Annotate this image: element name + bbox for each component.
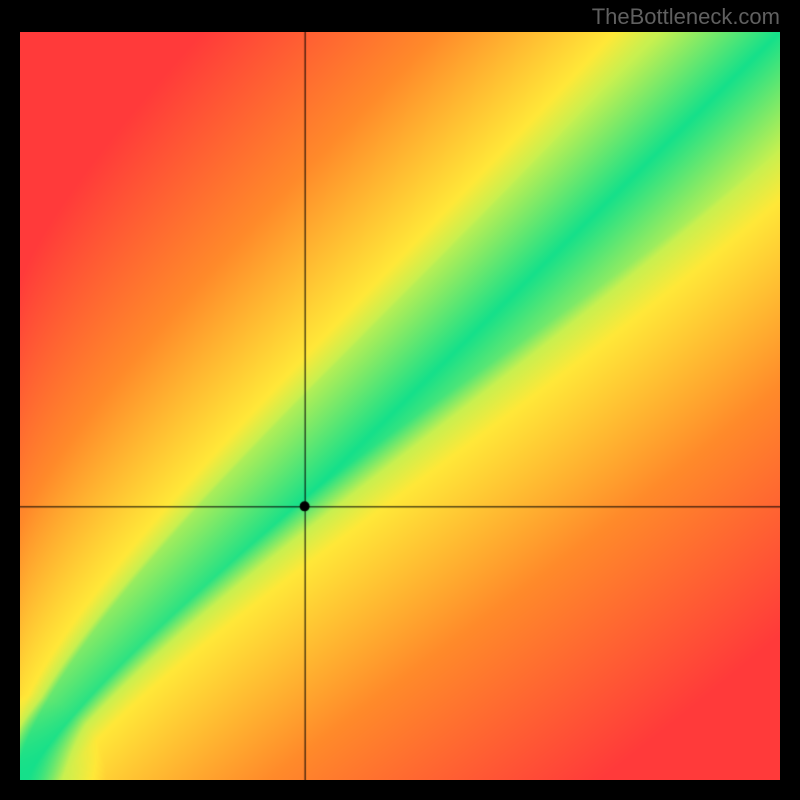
- heatmap-canvas: [20, 32, 780, 780]
- heatmap-plot: [20, 32, 780, 780]
- chart-container: TheBottleneck.com: [0, 0, 800, 800]
- watermark-text: TheBottleneck.com: [592, 4, 780, 30]
